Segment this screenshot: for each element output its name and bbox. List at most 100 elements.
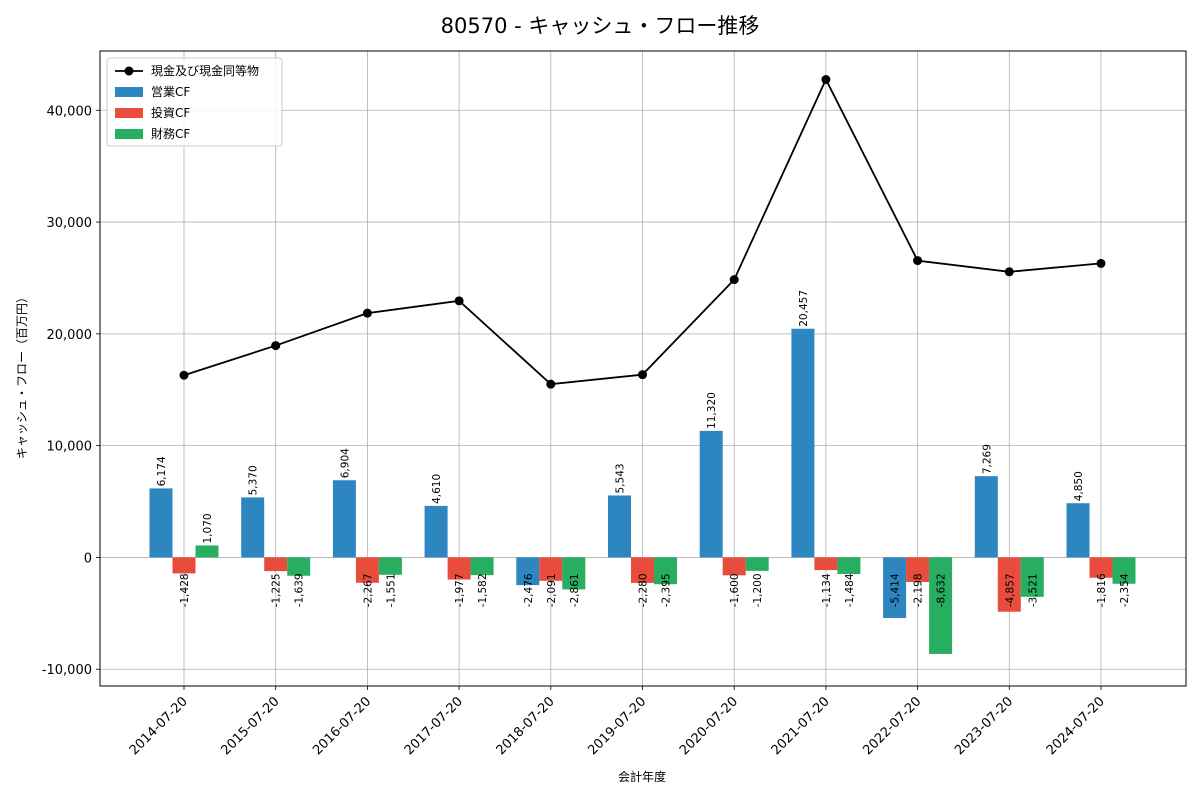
bar-投資CF [814, 557, 838, 571]
bar-投資CF [539, 557, 563, 581]
legend-bar-swatch [115, 87, 143, 97]
data-label-営業CF: 6,904 [339, 448, 351, 478]
x-tick-label: 2017-07-20 [402, 694, 466, 758]
data-label-財務CF: -1,582 [477, 573, 489, 607]
data-label-営業CF: 6,174 [156, 456, 168, 486]
x-tick-label: 2022-07-20 [860, 694, 924, 758]
bar-layer [149, 328, 1136, 654]
y-axis-label: キャッシュ・フロー（百万円） [15, 291, 29, 459]
data-label-投資CF: -1,225 [271, 573, 283, 607]
legend-label: 財務CF [151, 126, 190, 141]
data-label-営業CF: 11,320 [706, 392, 718, 429]
bar-営業CF [1066, 503, 1090, 558]
point-現金及び現金同等物 [729, 275, 739, 285]
data-label-投資CF: -2,280 [638, 573, 650, 607]
axes-layer: -10,000 0 10,000 20,000 30,000 40,000 2014-07-… [42, 50, 1187, 758]
data-label-投資CF: -1,600 [729, 573, 741, 607]
data-label-投資CF: -1,134 [821, 573, 833, 607]
legend-label: 営業CF [151, 85, 190, 99]
x-tick-label: 2018-07-20 [494, 694, 558, 758]
bar-投資CF [997, 557, 1021, 612]
x-tick-label: 2020-07-20 [677, 694, 741, 758]
data-label-財務CF: -1,484 [844, 573, 856, 607]
point-現金及び現金同等物 [179, 370, 189, 380]
legend-marker [124, 66, 134, 76]
x-tick-label: 2014-07-20 [127, 694, 191, 758]
line-layer [179, 75, 1106, 389]
bar-営業CF [516, 557, 540, 586]
bar-投資CF [355, 557, 379, 583]
data-label-営業CF: 4,610 [431, 474, 443, 504]
chart-title: 80570 - キャッシュ・フロー推移 [441, 14, 760, 38]
point-現金及び現金同等物 [362, 308, 372, 318]
bar-営業CF [424, 505, 448, 558]
x-tick-label: 2019-07-20 [585, 694, 649, 758]
legend-label: 現金及び現金同等物 [151, 63, 259, 78]
bar-財務CF [654, 557, 677, 585]
data-label-投資CF: -2,091 [546, 573, 558, 607]
data-label-layer: 6,174 5,370 6,904 4,610 -2,476 5,543 11,320 20,… [156, 290, 1131, 607]
bar-営業CF [608, 495, 631, 558]
bar-財務CF [470, 557, 494, 576]
data-label-財務CF: -1,200 [752, 573, 764, 607]
bar-営業CF [883, 557, 907, 618]
legend-bar-swatch [115, 108, 143, 118]
legend-label: 投資CF [151, 105, 190, 120]
bar-財務CF [195, 545, 219, 558]
y-tick-label: 40,000 [47, 104, 93, 119]
bar-営業CF [332, 480, 356, 558]
bar-財務CF [562, 557, 586, 590]
bar-投資CF [631, 557, 654, 583]
bar-投資CF [447, 557, 471, 580]
point-現金及び現金同等物 [1096, 258, 1106, 268]
data-label-投資CF: -1,816 [1096, 573, 1108, 607]
bar-財務CF [378, 557, 402, 575]
bar-投資CF [906, 557, 930, 583]
bar-営業CF [241, 497, 265, 558]
data-label-財務CF: -2,395 [661, 573, 673, 607]
point-現金及び現金同等物 [546, 379, 556, 389]
legend-bar-swatch [115, 129, 143, 139]
bar-財務CF [287, 557, 311, 576]
y-tick-label: -10,000 [42, 663, 92, 678]
x-tick-label: 2024-07-20 [1044, 694, 1108, 758]
bar-投資CF [264, 557, 288, 572]
data-label-投資CF: -2,267 [362, 573, 374, 607]
data-label-営業CF: 7,269 [981, 444, 993, 474]
data-label-営業CF: 20,457 [798, 290, 810, 327]
data-label-財務CF: -1,639 [294, 573, 306, 607]
bar-営業CF [149, 488, 173, 558]
x-tick-label: 2016-07-20 [310, 694, 374, 758]
bar-営業CF [699, 430, 723, 558]
point-現金及び現金同等物 [271, 341, 281, 351]
x-tick-label: 2015-07-20 [218, 694, 282, 758]
bar-投資CF [172, 557, 196, 574]
data-label-営業CF: -5,414 [890, 573, 902, 607]
y-tick-label: 20,000 [47, 328, 93, 343]
bar-財務CF [1020, 557, 1044, 597]
data-label-営業CF: -2,476 [523, 573, 535, 607]
data-label-財務CF: -8,632 [936, 573, 948, 607]
data-label-営業CF: 5,370 [248, 465, 260, 495]
data-label-財務CF: -2,861 [569, 573, 581, 607]
y-tick-label: 0 [84, 551, 92, 566]
bar-営業CF [791, 328, 815, 558]
legend-box [106, 57, 283, 147]
point-現金及び現金同等物 [1004, 267, 1014, 277]
x-axis-label: 会計年度 [618, 769, 666, 784]
y-tick-label: 10,000 [47, 440, 93, 455]
point-現金及び現金同等物 [821, 75, 831, 85]
plot-frame [99, 50, 1187, 687]
data-label-投資CF: -2,198 [913, 573, 925, 607]
point-現金及び現金同等物 [454, 296, 464, 306]
bar-財務CF [929, 557, 953, 654]
data-label-投資CF: -1,428 [179, 573, 191, 607]
y-tick-label: 30,000 [47, 216, 93, 231]
point-現金及び現金同等物 [638, 370, 647, 380]
data-label-財務CF: 1,070 [202, 513, 214, 543]
bar-営業CF [974, 476, 998, 558]
bar-財務CF [1112, 557, 1136, 584]
